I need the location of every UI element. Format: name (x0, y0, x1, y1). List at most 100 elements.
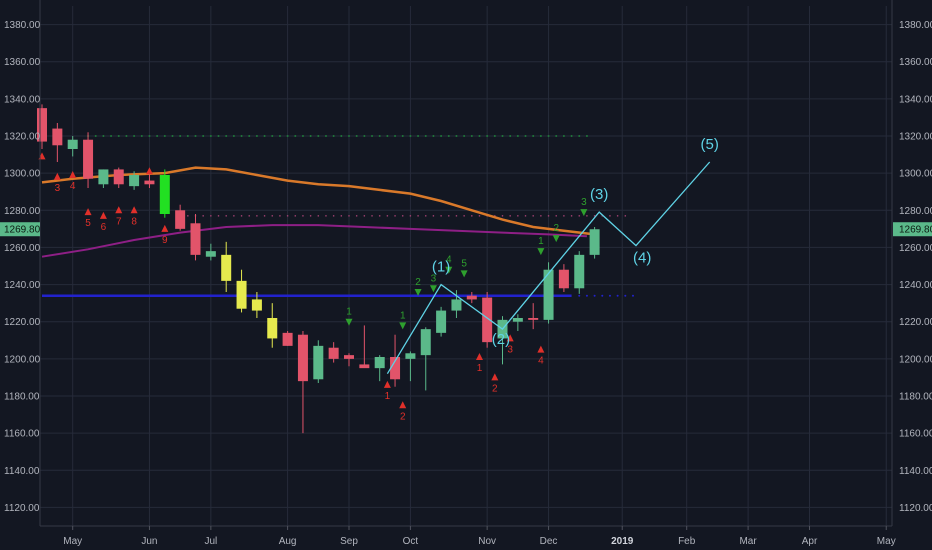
y-tick-label-left: 1300.00 (4, 169, 41, 180)
buy-setup-count: 1 (400, 310, 406, 321)
buy-setup-marker (429, 285, 437, 293)
resistance-dot (463, 135, 466, 137)
resistance-dot (163, 135, 166, 137)
resistance-dot (532, 135, 535, 137)
buy-setup-marker (414, 289, 422, 296)
x-tick-label: Oct (403, 536, 419, 547)
sell-setup-marker (491, 373, 499, 381)
y-tick-label-right: 1240.00 (899, 280, 932, 291)
sell-setup-count: 4 (70, 181, 76, 192)
sell-setup-count: 7 (116, 216, 122, 227)
candle-body (528, 318, 539, 320)
pink-dot (447, 215, 450, 217)
right-price-scale[interactable]: 1120.00 1140.00 1160.00 1180.00 1200.00 1220.… (899, 20, 932, 514)
wave-path (386, 161, 711, 375)
pink-dot (394, 215, 396, 217)
current-price-tag: 1269.80 1269.80 (0, 222, 932, 237)
resistance-dot (501, 135, 504, 137)
pink-dot (386, 215, 389, 217)
pink-dot (455, 215, 458, 217)
pink-dot (555, 215, 558, 217)
left-price-scale[interactable]: 1120.00 1140.00 1160.00 1180.00 1200.00 1220.… (4, 20, 41, 514)
candle-body (282, 332, 293, 346)
resistance-dot (156, 135, 159, 137)
pink-dot (616, 215, 619, 217)
support-dot (624, 294, 627, 297)
candles (37, 104, 600, 434)
y-tick-label-right: 1140.00 (899, 466, 932, 477)
support-dot (616, 294, 619, 297)
purple-moving-average (41, 224, 587, 258)
resistance-dot (271, 135, 274, 137)
resistance-dot (133, 135, 136, 137)
pink-dot (279, 215, 281, 217)
time-scale[interactable]: May Jun Jul Aug Sep Oct Nov Dec 2019 Feb Mar Apr May (63, 526, 896, 547)
wave-label: (2) (492, 331, 510, 348)
pink-dot (440, 215, 442, 217)
orange-moving-average (41, 166, 595, 236)
sell-setup-count: 3 (507, 344, 513, 355)
y-tick-label-left: 1320.00 (4, 132, 41, 143)
current-price-tag-bg (893, 222, 932, 237)
pink-dot (294, 215, 297, 217)
pink-dot (624, 215, 627, 217)
pink-dot (187, 215, 189, 217)
buy-setup-marker (399, 322, 407, 330)
pink-dot (547, 215, 550, 217)
resistance-dot (102, 135, 105, 137)
pink-dot (225, 215, 227, 217)
y-tick-label-right: 1180.00 (899, 392, 932, 403)
resistance-dot (317, 135, 320, 137)
y-tick-label-right: 1200.00 (899, 354, 932, 365)
pink-dot (532, 215, 534, 217)
resistance-dot (401, 135, 404, 137)
wave-label: (1) (432, 259, 450, 276)
sell-setup-count: 2 (492, 383, 498, 394)
candle-body (374, 357, 385, 369)
y-tick-label-left: 1340.00 (4, 94, 41, 105)
support-dot (608, 294, 611, 297)
resistance-dot (478, 135, 481, 137)
resistance-dot (394, 135, 397, 137)
pink-dot (517, 215, 519, 217)
candle-body (313, 345, 324, 380)
sell-setup-count: 1 (385, 391, 391, 402)
resistance-dot (194, 135, 197, 137)
resistance-dot (355, 135, 358, 137)
sell-setup-count: 1 (477, 363, 483, 374)
pink-dot (332, 215, 335, 217)
wave-label: (3) (590, 186, 608, 203)
candle-body (344, 355, 354, 359)
pink-dot (463, 215, 465, 217)
pink-dot (378, 215, 381, 217)
sell-setup-count: 8 (131, 216, 137, 227)
resistance-dot (509, 135, 512, 137)
pink-dot (478, 215, 481, 217)
pink-dot (371, 215, 373, 217)
resistance-dot (432, 135, 435, 137)
buy-setup-count: 1 (538, 236, 544, 247)
sell-setup-count: 2 (400, 411, 406, 422)
resistance-dot (424, 135, 427, 137)
candle-body (297, 334, 308, 382)
resistance-dot (363, 135, 366, 137)
resistance-dot (539, 135, 542, 137)
x-tick-label: May (63, 536, 82, 547)
x-tick-label: Mar (739, 536, 757, 547)
buy-setup-marker (537, 248, 545, 256)
x-tick-label: Jun (141, 536, 157, 547)
pink-dot (540, 215, 542, 217)
y-tick-label-right: 1360.00 (899, 57, 932, 68)
resistance-dot (371, 135, 374, 137)
pink-dot (302, 215, 304, 217)
candle-body (558, 269, 569, 289)
resistance-dot (324, 135, 327, 137)
candle-body (512, 318, 523, 322)
sell-setup-count: 4 (538, 356, 544, 367)
candle-body (221, 254, 232, 281)
sell-setup-count: 6 (101, 222, 107, 233)
resistance-dot (94, 135, 97, 137)
pink-dot (432, 215, 435, 217)
